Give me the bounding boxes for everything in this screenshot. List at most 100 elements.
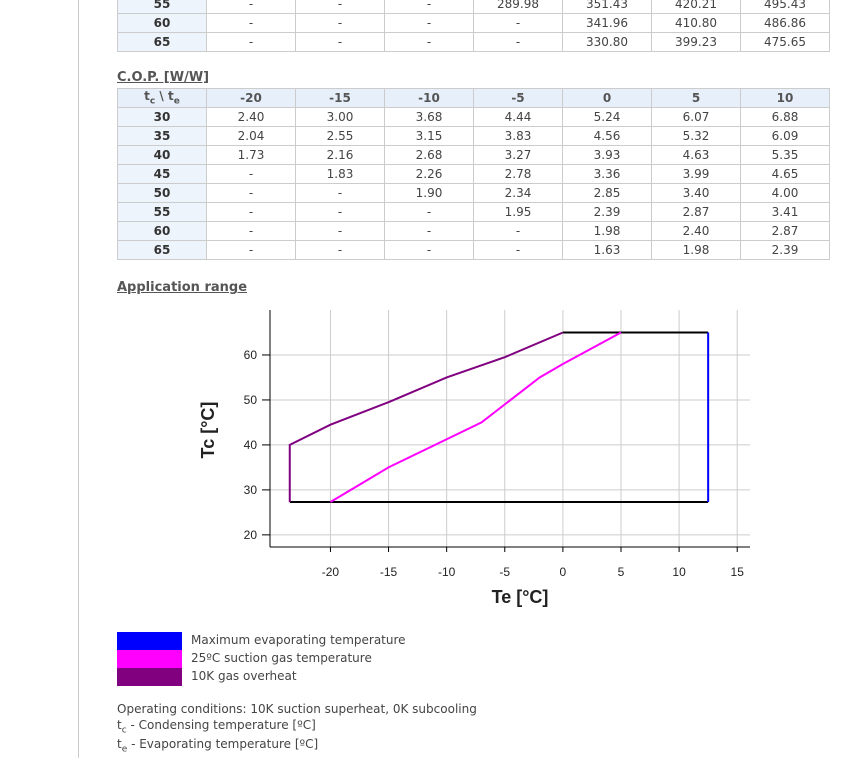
series-line	[329, 331, 622, 503]
y-axis-label: Tc [°C]	[198, 402, 218, 459]
cell: -	[384, 0, 474, 14]
cell: 5.35	[740, 145, 830, 165]
header-row: tc \ te -20 -15 -10 -5 0 5 10	[117, 88, 830, 108]
divider	[78, 0, 79, 758]
outline	[289, 331, 709, 504]
subscript: e	[121, 744, 128, 755]
cell: -	[473, 13, 563, 33]
cell: 6.09	[740, 126, 830, 146]
cell: 1.73	[206, 145, 296, 165]
cell: 399.23	[651, 32, 741, 52]
cell: -	[206, 240, 296, 260]
cell: 3.27	[473, 145, 563, 165]
row: 50- -1.90 2.34 2.85 3.40 4.00	[117, 183, 830, 203]
row: 65- - - -1.63 1.98 2.39	[117, 240, 830, 260]
column-header: 0	[562, 88, 652, 108]
cell: 1.95	[473, 202, 563, 222]
cell: 2.87	[651, 202, 741, 222]
cell: -	[295, 221, 385, 241]
section-title: Application range	[117, 280, 248, 295]
cell: 2.34	[473, 183, 563, 203]
cell: 330.80	[562, 32, 652, 52]
cell: 420.21	[651, 0, 741, 14]
row-header: 65	[117, 240, 207, 260]
cell: 1.63	[562, 240, 652, 260]
cell: 495.43	[740, 0, 830, 14]
row: 60- - - -1.98 2.40 2.87	[117, 221, 830, 241]
cell: 4.56	[562, 126, 652, 146]
x-tick-label: 5	[618, 565, 625, 579]
cell: 1.90	[384, 183, 474, 203]
x-tick-label: -15	[380, 565, 398, 579]
y-tick-label: 40	[244, 438, 258, 452]
legend-label: 10K gas overheat	[191, 669, 297, 683]
y-tick-label: 30	[244, 483, 258, 497]
table-title: C.O.P. [W/W]	[117, 70, 210, 85]
cell: -	[295, 0, 385, 14]
cell: 3.99	[651, 164, 741, 184]
cell: 3.36	[562, 164, 652, 184]
subscript: c	[149, 96, 156, 107]
cell: 486.86	[740, 13, 830, 33]
row: 60- - - -341.96 410.80 486.86	[117, 13, 830, 33]
row: 55- - -289.98 351.43 420.21 495.43	[117, 0, 830, 14]
series-line	[288, 331, 564, 503]
cell: -	[295, 13, 385, 33]
x-tick-label: -5	[499, 565, 510, 579]
y-tick-label: 50	[244, 393, 258, 407]
subscript: c	[121, 725, 127, 736]
cell: -	[384, 240, 474, 260]
text: t	[117, 737, 122, 751]
x-tick-label: 10	[672, 565, 686, 579]
cell: 3.68	[384, 107, 474, 127]
cell: 6.07	[651, 107, 741, 127]
cell: 3.83	[473, 126, 563, 146]
text: - Condensing temperature [ºC]	[126, 718, 316, 732]
cell: -	[384, 32, 474, 52]
row-header: 60	[117, 221, 207, 241]
cell: 4.44	[473, 107, 563, 127]
cell: -	[295, 202, 385, 222]
cell: 4.00	[740, 183, 830, 203]
cell: 3.41	[740, 202, 830, 222]
cell: 3.15	[384, 126, 474, 146]
cell: 475.65	[740, 32, 830, 52]
cell: -	[206, 164, 296, 184]
cell: 2.39	[740, 240, 830, 260]
cell: 2.26	[384, 164, 474, 184]
cell: 3.00	[295, 107, 385, 127]
row: 35 2.04 2.55 3.15 3.83 4.56 5.32 6.09	[117, 126, 830, 146]
cell: 5.32	[651, 126, 741, 146]
cell: 3.93	[562, 145, 652, 165]
row-header: 55	[117, 0, 207, 14]
legend-swatch	[117, 668, 182, 686]
cell: 4.65	[740, 164, 830, 184]
cell: -	[206, 202, 296, 222]
cell: -	[384, 13, 474, 33]
cell: -	[206, 0, 296, 14]
legend-swatch	[117, 650, 182, 668]
cell: 2.04	[206, 126, 296, 146]
note: tc - Condensing temperature [ºC]	[117, 718, 316, 735]
row: 40 1.73 2.16 2.68 3.27 3.93 4.63 5.35	[117, 145, 830, 165]
cell: 2.39	[562, 202, 652, 222]
cell: -	[295, 240, 385, 260]
y-tick-label: 20	[244, 528, 258, 542]
x-tick-label: -20	[322, 565, 340, 579]
cell: -	[206, 13, 296, 33]
text: t	[144, 89, 150, 104]
cell: 4.63	[651, 145, 741, 165]
subscript: e	[173, 96, 180, 107]
x-tick-label: -10	[438, 565, 456, 579]
cell: -	[473, 221, 563, 241]
row-header: 50	[117, 183, 207, 203]
cell: 341.96	[562, 13, 652, 33]
note: Operating conditions: 10K suction superh…	[117, 702, 477, 716]
cell: 410.80	[651, 13, 741, 33]
x-tick-label: 0	[560, 565, 567, 579]
cell: 289.98	[473, 0, 563, 14]
column-header: 5	[651, 88, 741, 108]
row-header: 35	[117, 126, 207, 146]
row: 45-1.83 2.26 2.78 3.36 3.99 4.65	[117, 164, 830, 184]
